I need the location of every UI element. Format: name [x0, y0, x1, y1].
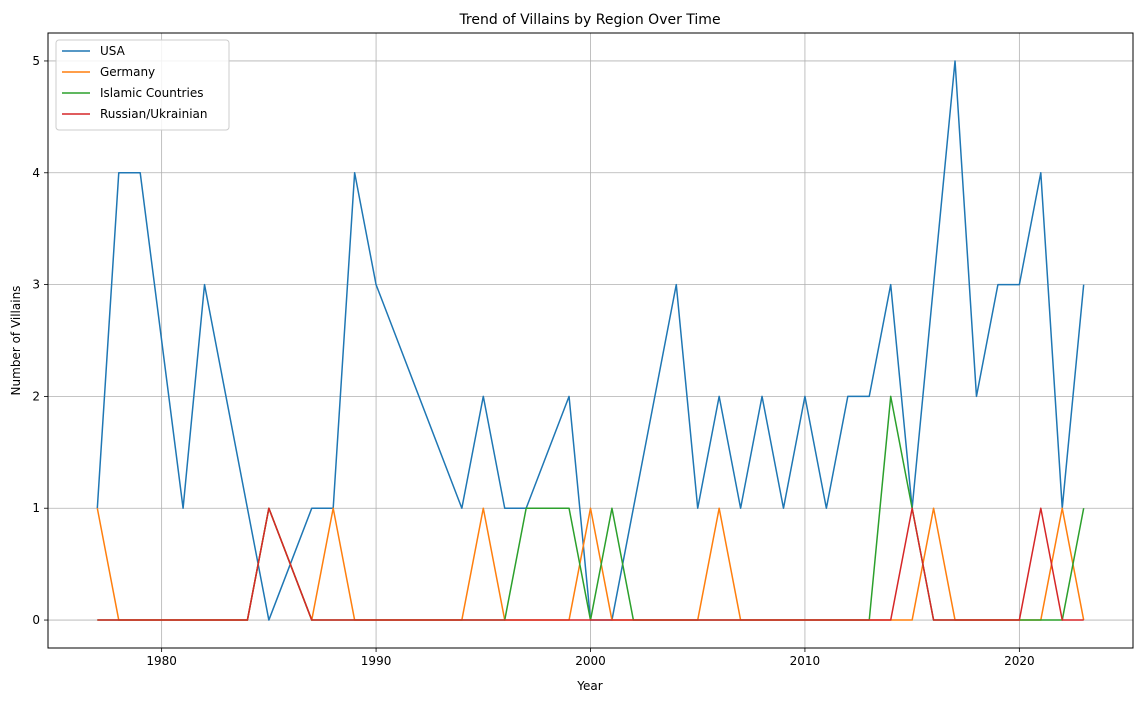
y-tick-label: 3: [32, 278, 40, 292]
legend-label: USA: [100, 44, 126, 58]
x-axis-label: Year: [576, 679, 602, 693]
y-tick-label: 5: [32, 54, 40, 68]
x-tick-label: 2010: [790, 654, 821, 668]
series-lines: [96, 60, 1085, 621]
y-tick-label: 2: [32, 389, 40, 403]
legend-label: Russian/Ukrainian: [100, 107, 208, 121]
legend-box: [55, 39, 230, 131]
y-tick-label: 0: [32, 613, 40, 627]
y-tick-label: 1: [32, 501, 40, 515]
legend-label: Islamic Countries: [100, 86, 203, 100]
chart-title: Trend of Villains by Region Over Time: [458, 12, 720, 28]
axes: 1980 1990 2000 2010 2020 0 1 2 3 4 5: [32, 54, 1034, 668]
y-tick-label: 4: [32, 166, 40, 180]
x-tick-label: 2000: [575, 654, 606, 668]
y-axis-label: Number of Villains: [9, 286, 23, 396]
series-line-russian-ukrainian: [97, 507, 1084, 621]
series-line-usa: [96, 60, 1085, 621]
x-tick-label: 1990: [361, 654, 392, 668]
legend: USA Germany Islamic Countries Russian/Ukrai…: [55, 39, 230, 131]
x-tick-label: 2020: [1004, 654, 1035, 668]
legend-label: Germany: [100, 65, 155, 79]
x-tick-label: 1980: [146, 654, 177, 668]
